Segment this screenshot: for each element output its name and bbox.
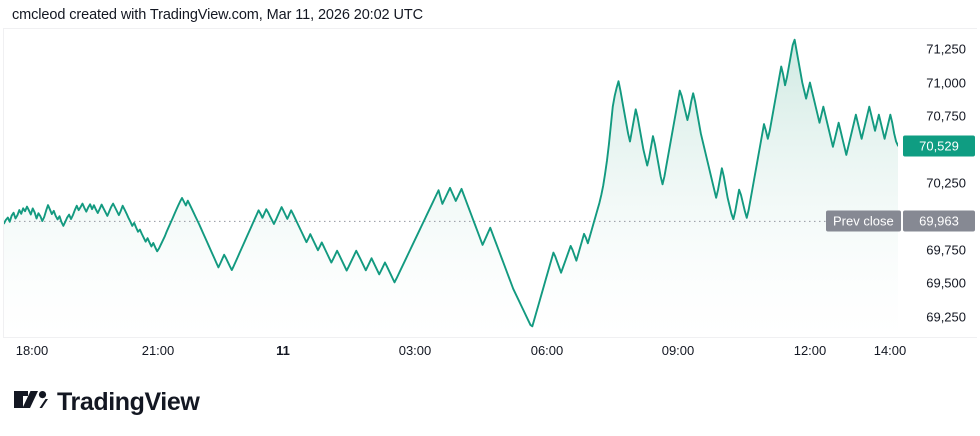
price-tick-label: 70,250 xyxy=(926,175,966,191)
time-scale-axis[interactable]: 18:00 21:00 11 03:00 06:00 09:00 12:00 14:00 xyxy=(3,338,977,364)
chart-plot-area[interactable] xyxy=(4,29,898,337)
price-area-chart xyxy=(4,38,898,337)
time-tick-label: 14:00 xyxy=(873,343,907,358)
prev-close-price-badge[interactable]: 69,963 xyxy=(903,210,975,232)
time-tick-label: 11 xyxy=(276,343,290,358)
attribution-text: cmcleod created with TradingView.com, Ma… xyxy=(12,7,423,23)
time-tick-label: 09:00 xyxy=(661,343,695,358)
tradingview-logo-icon xyxy=(14,391,48,408)
price-tick-label: 69,500 xyxy=(926,275,966,291)
price-tick-label: 71,250 xyxy=(926,41,966,57)
time-tick-label: 03:00 xyxy=(398,343,432,358)
footer-branding: TradingView xyxy=(14,388,200,416)
price-tick-label: 70,750 xyxy=(926,108,966,124)
prev-close-label-badge[interactable]: Prev close xyxy=(826,210,901,232)
time-tick-label: 12:00 xyxy=(793,343,827,358)
time-tick-label: 18:00 xyxy=(15,343,49,358)
price-tick-label: 69,750 xyxy=(926,242,966,258)
time-tick-label: 06:00 xyxy=(530,343,564,358)
price-scale-axis[interactable]: 71,250 71,000 70,750 70,250 69,750 69,500 69,2… xyxy=(826,29,980,337)
price-line xyxy=(4,38,898,328)
price-tick-label: 71,000 xyxy=(926,75,966,91)
last-price-badge[interactable]: 70,529 xyxy=(903,135,975,157)
time-tick-label: 21:00 xyxy=(141,343,175,358)
price-tick-label: 69,250 xyxy=(926,309,966,325)
tradingview-wordmark: TradingView xyxy=(57,388,200,416)
